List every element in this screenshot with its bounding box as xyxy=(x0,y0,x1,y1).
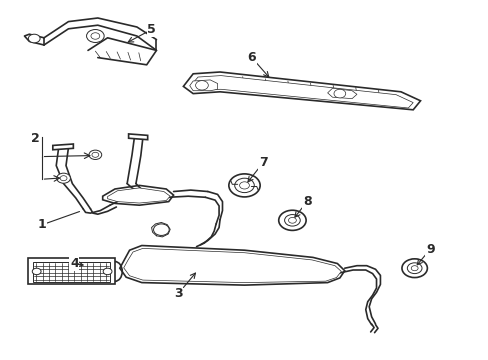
Circle shape xyxy=(278,210,305,230)
Text: 3: 3 xyxy=(174,273,195,300)
Text: 1: 1 xyxy=(37,212,80,231)
Circle shape xyxy=(288,217,296,223)
Polygon shape xyxy=(189,80,217,91)
Polygon shape xyxy=(120,246,344,285)
Circle shape xyxy=(60,176,67,181)
Polygon shape xyxy=(128,134,147,140)
Text: 7: 7 xyxy=(247,156,267,182)
Text: 4: 4 xyxy=(70,257,83,270)
Circle shape xyxy=(103,268,112,275)
Circle shape xyxy=(401,259,427,278)
Circle shape xyxy=(57,173,70,183)
Circle shape xyxy=(86,30,104,42)
Polygon shape xyxy=(33,262,110,282)
Polygon shape xyxy=(28,258,115,284)
Circle shape xyxy=(284,215,300,226)
Polygon shape xyxy=(327,88,356,99)
Polygon shape xyxy=(183,72,420,110)
Circle shape xyxy=(89,150,102,159)
Circle shape xyxy=(234,178,254,193)
Text: 5: 5 xyxy=(128,23,156,42)
Circle shape xyxy=(195,81,208,90)
Circle shape xyxy=(333,89,345,98)
Circle shape xyxy=(410,266,417,271)
Circle shape xyxy=(91,33,100,39)
Text: 8: 8 xyxy=(294,195,311,217)
Polygon shape xyxy=(102,185,173,205)
Polygon shape xyxy=(123,248,341,283)
Circle shape xyxy=(407,263,421,274)
Text: 2: 2 xyxy=(31,132,40,145)
Text: 9: 9 xyxy=(416,243,434,265)
Circle shape xyxy=(32,268,41,275)
Circle shape xyxy=(92,152,99,157)
Polygon shape xyxy=(107,188,170,203)
Polygon shape xyxy=(53,144,73,150)
Circle shape xyxy=(239,182,249,189)
Polygon shape xyxy=(190,76,412,108)
Circle shape xyxy=(153,224,169,235)
Circle shape xyxy=(28,34,40,43)
Circle shape xyxy=(228,174,260,197)
Text: 6: 6 xyxy=(247,51,268,77)
